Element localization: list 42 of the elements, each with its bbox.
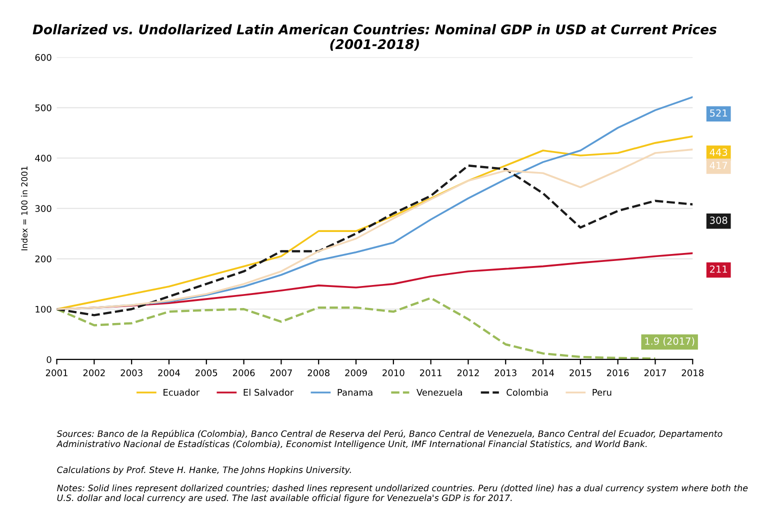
- data-label: 1.9 (2017): [645, 337, 694, 346]
- x-tick-label: 2008: [308, 369, 330, 376]
- x-tick-label: 2006: [232, 369, 255, 376]
- data-label: 521: [710, 109, 727, 117]
- legend-label: Peru: [592, 389, 612, 396]
- x-tick-label: 2018: [682, 369, 704, 376]
- data-label: 211: [710, 265, 727, 273]
- x-tick-label: 2005: [196, 369, 218, 376]
- legend-label: Ecuador: [164, 388, 200, 396]
- x-tick-label: 2013: [494, 369, 516, 376]
- y-tick-label: 300: [35, 205, 52, 212]
- data-label: 443: [710, 148, 728, 156]
- text: Calculations by Prof. Steve H. Hanke, The Johns Hopkins University.: [57, 466, 351, 475]
- y-axis-title: Index = 100 in 2001: [21, 166, 28, 250]
- legend-label: Venezuela: [416, 388, 462, 396]
- y-tick-label: 0: [46, 356, 52, 364]
- legend-label: Panama: [338, 389, 372, 396]
- chart-title: Dollarized vs. Undollarized Latin American Countries: Nominal GDP in USD at Current Prices (2001-2018): [32, 24, 716, 51]
- y-tick-label: 600: [35, 54, 52, 61]
- x-tick-label: 2001: [46, 369, 68, 376]
- y-tick-label: 200: [35, 255, 52, 262]
- x-tick-label: 2012: [457, 369, 479, 376]
- source-note: Sources: Banco de la República (Colombia), Banco Central de Reserva del Perú, Banco Central de Venezuela, Banco Central del Ecuador, Departamento Administrativo Nacional de Estadísticas (Colombia), Economist Intelligence Unit, IMF International Financial Statistics, and World Bank.: [56, 430, 722, 449]
- x-tick-label: 2011: [420, 369, 442, 376]
- data-label: 308: [710, 216, 728, 224]
- y-tick-label: 500: [35, 104, 52, 112]
- legend-label: El Salvador: [244, 388, 294, 396]
- x-tick-label: 2016: [607, 369, 629, 376]
- x-tick-label: 2007: [270, 369, 292, 376]
- x-tick-label: 2014: [532, 369, 554, 376]
- y-tick-label: 400: [35, 154, 52, 162]
- x-tick-label: 2002: [83, 369, 105, 376]
- data-label: 417: [710, 162, 728, 169]
- x-tick-label: 2010: [382, 369, 404, 376]
- x-tick-label: 2003: [120, 369, 142, 376]
- x-tick-label: 2009: [345, 369, 367, 376]
- legend-label: Colombia: [506, 388, 548, 396]
- x-tick-label: 2004: [158, 369, 180, 376]
- x-tick-label: 2017: [644, 369, 666, 376]
- y-tick-label: 100: [36, 306, 52, 313]
- text: Notes: Solid lines represent dollarized countries; dashed lines represent undollarized countries. Peru (dotted line) has a dual currency system where both the U.S. dollar and local currency are used. The last available official figure for Venezuela's GDP is for 2017.: [57, 484, 748, 503]
- x-tick-label: 2015: [570, 369, 592, 376]
